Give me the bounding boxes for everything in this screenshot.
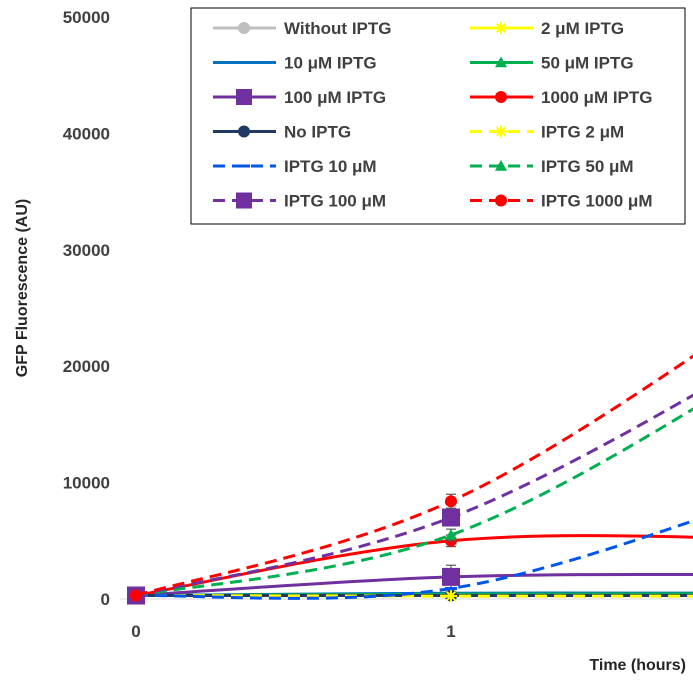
y-tick-label: 50000 (63, 8, 110, 27)
legend-item: Without IPTG (213, 19, 392, 38)
legend-swatch-marker (495, 194, 507, 207)
legend-label: IPTG 2 μM (541, 123, 624, 142)
y-tick-label: 0 (101, 590, 110, 609)
series-line (135, 407, 693, 597)
legend-frame (190, 7, 686, 225)
legend-item: No IPTG (213, 123, 351, 142)
x-axis-title: Time (hours) (589, 657, 686, 674)
legend-swatch-marker-stroke (496, 126, 506, 137)
y-axis-title: GFP Fluorescence (AU) (14, 199, 31, 377)
legend-label: No IPTG (284, 123, 351, 142)
legend-swatch-marker (495, 160, 507, 171)
x-tick-label: 0 (131, 622, 140, 641)
legend-swatch-marker-stroke (496, 23, 506, 33)
series-line (135, 393, 693, 597)
legend-item: 1000 μM IPTG (470, 88, 653, 107)
legend-swatch-marker (238, 125, 250, 138)
legend-item: IPTG 100 μM (213, 192, 386, 211)
legend-swatch-marker (495, 91, 507, 103)
legend-item: IPTG 50 μM (470, 157, 634, 176)
y-tick-label: 10000 (63, 474, 110, 493)
legend-item: 100 μM IPTG (213, 88, 386, 107)
legend-swatch-marker (495, 125, 507, 138)
data-point (445, 590, 457, 603)
y-tick-label: 20000 (63, 357, 110, 376)
y-tick-label: 30000 (63, 241, 110, 260)
legend-label: Without IPTG (284, 19, 392, 38)
series-9 (130, 407, 693, 601)
legend-label: 2 μM IPTG (541, 19, 624, 38)
legend-item: IPTG 1000 μM (470, 192, 653, 211)
legend-swatch-marker (236, 89, 252, 105)
y-tick-label: 40000 (63, 124, 110, 143)
legend-label: 50 μM IPTG (541, 54, 634, 73)
data-point-stroke (446, 591, 456, 602)
data-point (442, 508, 460, 527)
legend-label: 10 μM IPTG (284, 54, 377, 73)
legend-item: 10 μM IPTG (213, 54, 377, 73)
legend-item: IPTG 2 μM (470, 123, 624, 142)
legend-label: IPTG 100 μM (284, 192, 386, 211)
legend-item: 50 μM IPTG (470, 54, 634, 73)
legend-item: IPTG 10 μM (213, 157, 377, 176)
series-10 (127, 393, 693, 605)
data-point (130, 589, 142, 602)
series-11 (130, 354, 693, 602)
legend-label: IPTG 1000 μM (541, 192, 653, 211)
legend-swatch-marker (238, 22, 250, 34)
legend-swatch-marker (236, 192, 252, 209)
y-axis-ticks: 0 10000 20000 30000 40000 50000 (63, 8, 110, 609)
series-line (135, 534, 693, 597)
data-point (442, 567, 460, 586)
legend-label: 100 μM IPTG (284, 88, 386, 107)
legend-label: IPTG 10 μM (284, 157, 377, 176)
data-point (445, 528, 457, 540)
legend-swatch-marker (495, 56, 507, 68)
legend-item: 2 μM IPTG (470, 19, 624, 38)
legend: Without IPTG 2 μM IPTG 10 μM IPTG 50 μM IPT… (190, 7, 686, 225)
legend-label: IPTG 50 μM (541, 157, 634, 176)
x-tick-label: 1 (446, 622, 455, 641)
legend-swatch-marker (495, 22, 507, 34)
series-layer (127, 354, 693, 605)
series-line (135, 354, 693, 597)
legend-label: 1000 μM IPTG (541, 88, 653, 107)
data-point (445, 495, 457, 508)
